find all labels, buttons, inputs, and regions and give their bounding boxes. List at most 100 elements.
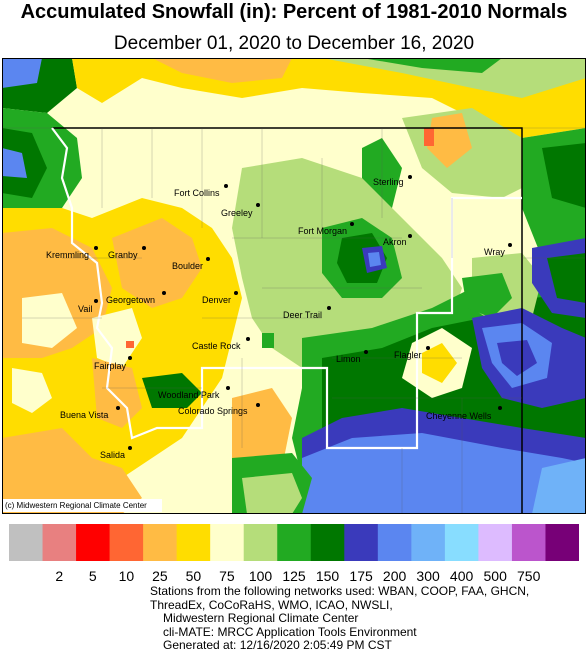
- svg-text:Deer Trail: Deer Trail: [283, 310, 322, 320]
- city-boulder: Boulder: [172, 257, 210, 271]
- snowfall-map: Fort Collins Greeley Sterling Fort Morga…: [2, 58, 586, 514]
- legend-swatch: [277, 524, 312, 561]
- north-green-strip: [362, 58, 502, 73]
- legend-tick-labels: 2 5 10 25 50 75 100 125 150 175 200 300 400 500 750: [0, 568, 588, 586]
- legend-swatch: [176, 524, 211, 561]
- city-akron: Akron: [383, 234, 412, 247]
- legend-tick-label: 100: [248, 568, 273, 584]
- city-greeley: Greeley: [221, 203, 260, 218]
- legend-tick-label: 10: [118, 568, 135, 584]
- city-cheyenne-wells: Cheyenne Wells: [426, 406, 502, 421]
- city-granby: Granby: [108, 246, 146, 260]
- granby-orange-area: [112, 218, 202, 308]
- legend-tick-label: 500: [483, 568, 507, 584]
- city-fairplay: Fairplay: [94, 356, 132, 371]
- legend-tick-label: 125: [282, 568, 306, 584]
- wray-green-area: [462, 273, 512, 318]
- credits-line-mrcc: Midwestern Regional Climate Center: [163, 611, 359, 625]
- legend-tick-label: 75: [219, 568, 235, 584]
- legend-swatch: [411, 524, 446, 561]
- legend-swatch: [310, 524, 345, 561]
- map-fill-layer: [2, 58, 586, 514]
- credits-line-networks-cont: ThreadEx, CoCoRaHS, WMO, ICAO, NWSLI,: [150, 597, 393, 612]
- city-denver: Denver: [202, 291, 238, 305]
- fairplay-orange-area: [92, 358, 142, 428]
- akron-blue-spot: [368, 252, 381, 267]
- map-title: Accumulated Snowfall (in): Percent of 19…: [20, 1, 568, 23]
- woodland-park-dark-green-area: [142, 373, 202, 408]
- legend-swatch: [478, 524, 513, 561]
- svg-text:Colorado Springs: Colorado Springs: [178, 406, 248, 416]
- svg-text:Denver: Denver: [202, 295, 231, 305]
- legend-swatch: [42, 524, 77, 561]
- kremmling-pale-area: [22, 293, 77, 348]
- city-buena-vista: Buena Vista: [60, 406, 120, 420]
- legend-swatch: [9, 524, 44, 561]
- south-light-green-area: [242, 473, 302, 514]
- credits-line-networks: Stations from the following networks use…: [150, 584, 530, 598]
- legend-tick-label: 150: [315, 568, 340, 584]
- svg-text:Flagler: Flagler: [394, 350, 422, 360]
- legend-tick-label: 50: [185, 568, 202, 584]
- map-frame: [2, 58, 586, 514]
- city-wray: Wray: [484, 243, 512, 257]
- city-deer-trail: Deer Trail: [283, 306, 331, 320]
- region-boundary-outline: [51, 127, 522, 450]
- ne-dark-green-inner: [547, 253, 586, 303]
- nw-blue-patch: [2, 58, 42, 88]
- legend-tick-label: 25: [152, 568, 168, 584]
- svg-text:Limon: Limon: [336, 354, 361, 364]
- city-vail: Vail: [78, 299, 98, 314]
- legend-swatch: [76, 524, 111, 561]
- south-blue-band: [302, 433, 586, 514]
- city-kremmling: Kremmling: [46, 246, 98, 260]
- city-flagler: Flagler: [394, 346, 430, 360]
- flagler-yellow-area: [422, 343, 457, 383]
- sw-pale-area: [12, 368, 52, 413]
- city-georgetown: Georgetown: [106, 291, 166, 305]
- legend-color-bar: [9, 524, 579, 561]
- svg-text:Fairplay: Fairplay: [94, 361, 127, 371]
- svg-text:Granby: Granby: [108, 250, 138, 260]
- legend-tick-label: 200: [382, 568, 407, 584]
- copyright-text: (c) Midwestern Regional Climate Center: [5, 501, 147, 510]
- legend-tick-label: 5: [88, 568, 97, 584]
- city-salida: Salida: [100, 446, 132, 460]
- ne-orange-area: [427, 113, 472, 168]
- legend-swatch: [545, 524, 579, 561]
- legend-tick-label: 750: [517, 568, 541, 584]
- svg-text:Vail: Vail: [78, 304, 92, 314]
- legend-swatch: [143, 524, 178, 561]
- svg-text:Woodland Park: Woodland Park: [158, 390, 220, 400]
- svg-text:Akron: Akron: [383, 237, 407, 247]
- ne-dark-green-area: [542, 143, 586, 208]
- legend-swatch: [377, 524, 412, 561]
- legend-tick-label: 400: [449, 568, 474, 584]
- legend-swatch: [511, 524, 546, 561]
- north-light-green-strip: [322, 58, 586, 98]
- svg-text:Salida: Salida: [100, 450, 125, 460]
- nw-dark-green-area: [2, 128, 47, 198]
- legend-swatch: [344, 524, 379, 561]
- east-purple-inner: [497, 340, 537, 376]
- credits-line-climate: cli-MATE: MRCC Application Tools Environ…: [163, 624, 417, 639]
- svg-text:Buena Vista: Buena Vista: [60, 410, 108, 420]
- svg-text:Kremmling: Kremmling: [46, 250, 89, 260]
- svg-text:Georgetown: Georgetown: [106, 295, 155, 305]
- city-sterling: Sterling: [373, 175, 412, 187]
- svg-text:Castle Rock: Castle Rock: [192, 341, 241, 351]
- svg-text:Wray: Wray: [484, 247, 505, 257]
- legend-tick-label: 300: [416, 568, 440, 584]
- county-lines: [2, 127, 586, 514]
- svg-text:Fort Morgan: Fort Morgan: [298, 226, 347, 236]
- copyright-box: [2, 499, 162, 512]
- legend-swatch: [243, 524, 278, 561]
- map-subtitle: December 01, 2020 to December 16, 2020: [113, 33, 475, 54]
- city-fort-morgan: Fort Morgan: [298, 222, 354, 236]
- city-markers: Fort Collins Greeley Sterling Fort Morga…: [46, 175, 512, 460]
- legend-swatch: [210, 524, 245, 561]
- legend-swatch: [444, 524, 479, 561]
- georgetown-pale-area: [92, 308, 142, 368]
- svg-text:Boulder: Boulder: [172, 261, 203, 271]
